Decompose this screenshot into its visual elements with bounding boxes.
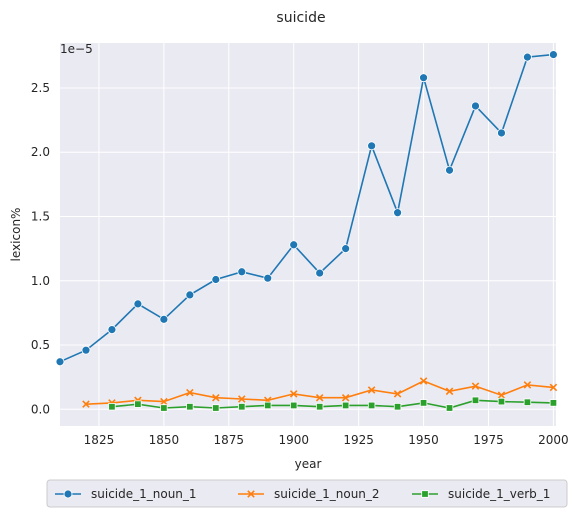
plot-background xyxy=(60,43,556,426)
data-point xyxy=(445,404,454,412)
x-tick-label: 1950 xyxy=(408,433,439,447)
data-point xyxy=(393,208,402,218)
data-point xyxy=(134,400,142,408)
series-suicide_1_verb_1 xyxy=(108,396,558,412)
data-point xyxy=(263,273,273,283)
data-point xyxy=(160,397,168,406)
legend-marker xyxy=(63,489,73,499)
legend-label: suicide_1_noun_2 xyxy=(274,487,380,501)
x-tick-label: 1900 xyxy=(278,433,309,447)
series-suicide_1_noun_2 xyxy=(82,377,558,408)
data-point xyxy=(341,401,350,410)
data-point xyxy=(133,299,143,309)
data-point xyxy=(523,52,532,62)
y-tick-label: 0.0 xyxy=(31,402,50,416)
data-point xyxy=(393,390,402,398)
y-tick-label: 0.5 xyxy=(31,338,50,352)
data-point xyxy=(238,395,246,403)
data-point xyxy=(419,377,428,385)
data-point xyxy=(159,314,169,324)
x-tick-label: 1825 xyxy=(84,433,115,447)
x-tick-label: 2000 xyxy=(538,433,569,447)
data-point xyxy=(367,386,376,394)
data-point xyxy=(497,128,506,138)
data-point xyxy=(523,381,532,389)
data-point xyxy=(211,275,221,284)
data-point xyxy=(341,393,350,402)
data-point xyxy=(81,345,91,355)
legend-marker xyxy=(421,490,429,498)
chart-title: suicide xyxy=(276,10,325,26)
data-point xyxy=(289,240,299,250)
x-tick-label: 1975 xyxy=(473,433,504,447)
series-suicide_1_noun_1 xyxy=(55,50,558,367)
series-layer xyxy=(55,50,558,412)
data-point xyxy=(55,357,65,367)
data-point xyxy=(549,50,558,59)
data-point xyxy=(367,401,376,410)
data-point xyxy=(82,400,90,408)
x-tick-label: 1875 xyxy=(214,433,245,447)
data-point xyxy=(108,403,116,411)
data-point xyxy=(212,393,220,402)
data-point xyxy=(238,403,246,411)
y-tick-label: 1.5 xyxy=(31,210,50,224)
data-point xyxy=(290,401,298,410)
data-point xyxy=(393,403,402,411)
legend-entry: suicide_1_noun_1 xyxy=(55,487,197,501)
legend-marker xyxy=(247,490,255,498)
data-point xyxy=(367,141,377,151)
data-point xyxy=(237,267,247,277)
data-point xyxy=(185,290,195,300)
legend-label: suicide_1_verb_1 xyxy=(448,487,550,501)
data-point xyxy=(549,383,558,392)
data-point xyxy=(445,165,454,175)
data-point xyxy=(186,388,194,397)
data-point xyxy=(471,382,480,390)
x-tick-label: 1925 xyxy=(343,433,374,447)
data-point xyxy=(419,73,428,83)
data-point xyxy=(523,398,532,406)
data-point xyxy=(160,404,168,412)
data-point xyxy=(186,403,194,411)
legend-entry: suicide_1_verb_1 xyxy=(412,487,550,501)
y-multiplier-label: 1e−5 xyxy=(60,42,93,56)
x-tick-label: 1850 xyxy=(149,433,180,447)
data-point xyxy=(471,101,480,111)
data-point xyxy=(289,390,298,398)
legend: suicide_1_noun_1 suicide_1_noun_2 suicide_… xyxy=(46,479,568,508)
series-line xyxy=(59,53,554,363)
y-tick-label: 1.0 xyxy=(31,274,50,288)
y-axis-label: lexicon% xyxy=(9,208,23,262)
y-tick-label: 2.0 xyxy=(31,145,50,159)
y-tick-label: 2.5 xyxy=(31,81,50,95)
data-point xyxy=(107,325,117,335)
data-point xyxy=(471,396,480,404)
data-point xyxy=(341,244,351,254)
data-point xyxy=(315,403,324,411)
data-point xyxy=(315,393,324,402)
legend-label: suicide_1_noun_1 xyxy=(91,487,197,501)
x-axis-label: year xyxy=(295,457,322,471)
data-point xyxy=(419,399,428,407)
legend-entry: suicide_1_noun_2 xyxy=(238,487,380,501)
data-point xyxy=(315,268,325,278)
data-point xyxy=(497,391,506,399)
data-point xyxy=(264,401,272,410)
legend-box xyxy=(46,479,568,508)
data-point xyxy=(549,399,558,407)
y-axis-ticks: 0.0 0.5 1.0 1.5 2.0 2.5 xyxy=(31,81,50,416)
data-point xyxy=(445,387,454,396)
series-line xyxy=(111,399,554,409)
data-point xyxy=(212,404,220,412)
x-axis-ticks: 1825 1850 1875 1900 1925 1950 1975 2000 xyxy=(84,433,569,447)
data-point xyxy=(497,397,506,406)
grid-lines xyxy=(60,43,556,426)
